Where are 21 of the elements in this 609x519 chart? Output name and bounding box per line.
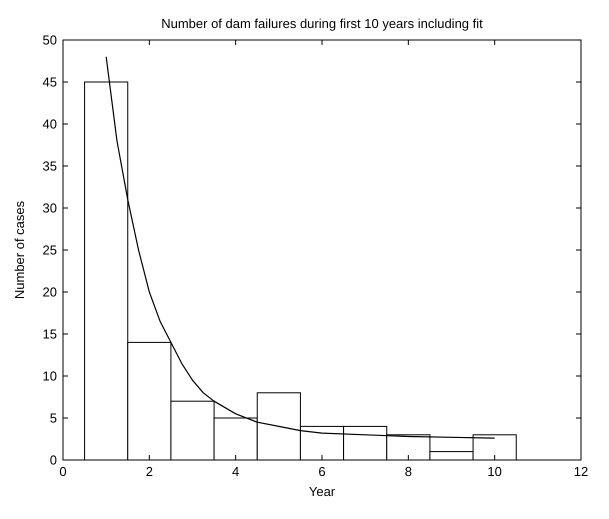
x-axis-title: Year <box>308 484 336 499</box>
x-tick-label: 8 <box>404 464 412 479</box>
x-tick-label: 2 <box>146 464 153 479</box>
y-axis-title: Number of cases <box>12 200 27 300</box>
y-tick-label: 20 <box>42 284 57 300</box>
x-tick-label: 4 <box>232 464 240 479</box>
x-tick-label: 0 <box>59 464 67 479</box>
y-tick-label: 30 <box>42 200 57 216</box>
y-tick-label: 45 <box>42 74 57 90</box>
y-tick-label: 25 <box>42 242 57 258</box>
y-tick-label: 40 <box>42 116 57 132</box>
y-tick-label: 35 <box>42 158 57 174</box>
x-tick-label: 6 <box>318 464 326 479</box>
y-tick-label: 15 <box>42 326 57 342</box>
y-tick-label: 50 <box>42 32 57 48</box>
x-tick-label: 10 <box>487 464 502 479</box>
y-tick-label: 5 <box>50 410 57 426</box>
chart-title: Number of dam failures during first 10 years including fit <box>161 16 484 31</box>
y-tick-label: 10 <box>42 368 57 384</box>
x-tick-label: 12 <box>574 464 588 479</box>
y-tick-label: 0 <box>50 452 57 468</box>
